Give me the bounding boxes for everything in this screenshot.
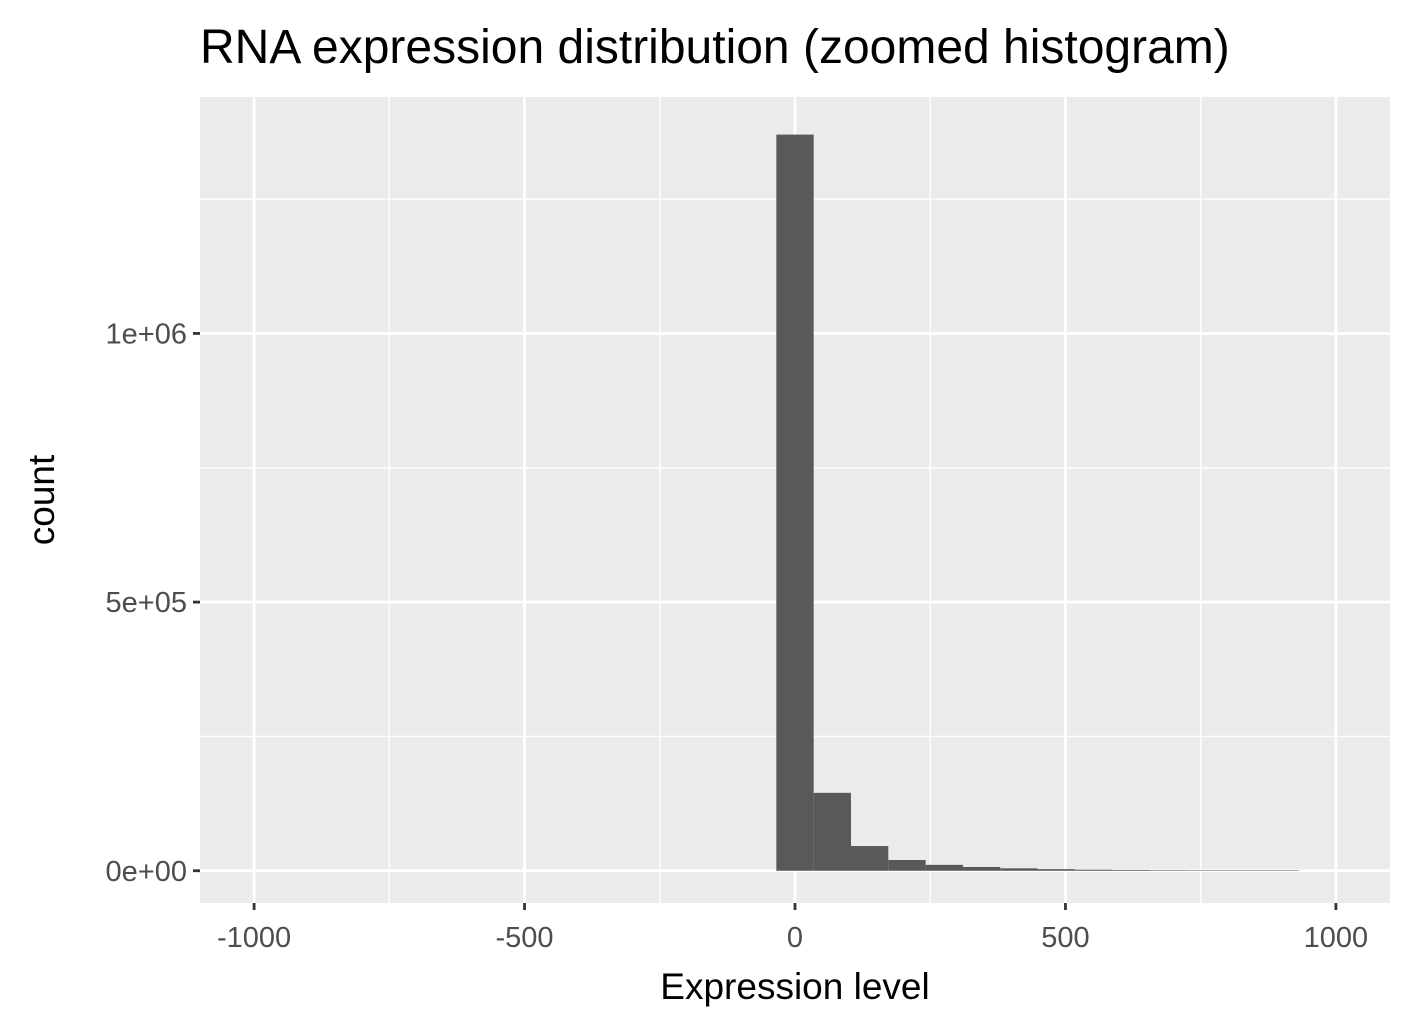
histogram-bars [776, 134, 1299, 871]
histogram-bar [888, 860, 926, 871]
x-tick-label: -1000 [217, 922, 291, 954]
histogram-bar [1149, 870, 1187, 871]
x-tick-label: 1000 [1304, 922, 1369, 954]
histogram-bar [1261, 870, 1299, 871]
x-axis-title: Expression level [660, 966, 929, 1007]
histogram-bar [925, 864, 963, 871]
x-tick-label: 0 [787, 922, 803, 954]
histogram-bar [776, 134, 814, 871]
histogram-bar [1112, 869, 1150, 871]
histogram-bar [813, 792, 851, 871]
histogram-bar [962, 866, 1001, 871]
y-tick-label: 5e+05 [106, 587, 187, 619]
histogram-bar [850, 846, 889, 871]
histogram-bar [1037, 869, 1075, 871]
y-axis: 0e+00 5e+05 1e+06 [106, 318, 200, 888]
x-tick-label: -500 [496, 922, 554, 954]
x-axis: -1000 -500 0 500 1000 [217, 903, 1368, 954]
histogram-bar [1224, 870, 1262, 871]
histogram-bar [1074, 869, 1113, 871]
x-tick-label: 500 [1041, 922, 1089, 954]
y-tick-label: 0e+00 [106, 856, 187, 888]
chart-title: RNA expression distribution (zoomed hist… [200, 21, 1230, 74]
y-axis-title: count [21, 454, 62, 545]
histogram-bar [1186, 870, 1225, 871]
y-tick-label: 1e+06 [106, 318, 187, 350]
histogram-bar [1000, 868, 1038, 871]
